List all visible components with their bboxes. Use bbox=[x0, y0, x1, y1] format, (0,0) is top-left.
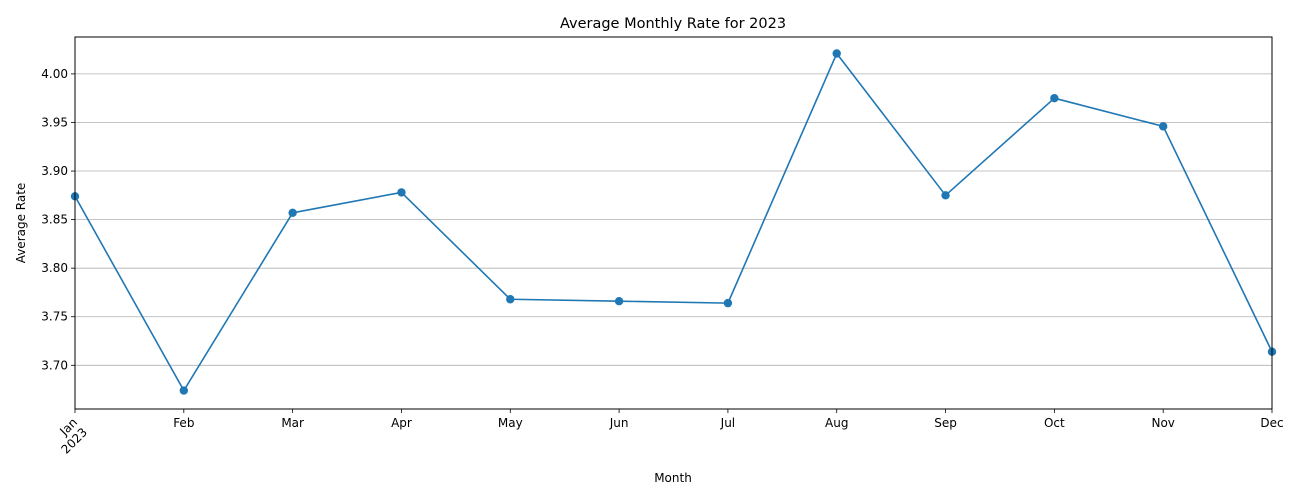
x-tick-label: Jun bbox=[609, 416, 629, 430]
x-tick-label: Oct bbox=[1044, 416, 1065, 430]
x-tick-label: Dec bbox=[1260, 416, 1283, 430]
y-tick-label: 3.75 bbox=[41, 310, 68, 324]
x-tick-label: Mar bbox=[281, 416, 304, 430]
x-tick-label: Sep bbox=[934, 416, 957, 430]
data-point bbox=[506, 295, 515, 304]
y-tick-label: 3.80 bbox=[41, 261, 68, 275]
y-tick-label: 3.95 bbox=[41, 115, 68, 129]
x-axis-label: Month bbox=[654, 471, 692, 485]
data-point bbox=[1158, 122, 1168, 131]
data-point bbox=[288, 208, 297, 218]
x-tick-label: May bbox=[498, 416, 523, 430]
data-point bbox=[832, 49, 841, 58]
data-point bbox=[1050, 93, 1059, 103]
x-tick-label: Jan2023 bbox=[49, 415, 90, 456]
y-tick-label: 3.90 bbox=[41, 164, 68, 178]
series-layer bbox=[70, 49, 1277, 395]
y-axis-label: Average Rate bbox=[14, 183, 28, 264]
y-tick-label: 3.85 bbox=[41, 213, 68, 227]
x-tick-label: Nov bbox=[1151, 416, 1174, 430]
y-tick-label: 3.70 bbox=[41, 358, 68, 372]
x-tick-label: Aug bbox=[825, 416, 848, 430]
plot-frame bbox=[74, 36, 1273, 410]
x-tick-label: Jul bbox=[720, 416, 735, 430]
x-tick-label: Apr bbox=[391, 416, 412, 430]
data-point bbox=[723, 298, 733, 308]
x-tick-label: Feb bbox=[173, 416, 194, 430]
chart-title: Average Monthly Rate for 2023 bbox=[560, 16, 786, 32]
x-axis: Jan2023 Feb Mar Apr May Jun Jul Aug Sep Oct Nov Dec bbox=[49, 409, 1284, 457]
y-tick-label: 4.00 bbox=[41, 67, 68, 81]
data-point bbox=[179, 386, 189, 395]
y-axis: 3.70 3.75 3.80 3.85 3.90 3.95 4.00 bbox=[41, 67, 75, 372]
data-point bbox=[614, 296, 624, 306]
series-line bbox=[74, 52, 1273, 392]
gridlines bbox=[75, 73, 1272, 366]
data-point bbox=[397, 188, 406, 197]
data-point bbox=[941, 191, 950, 200]
